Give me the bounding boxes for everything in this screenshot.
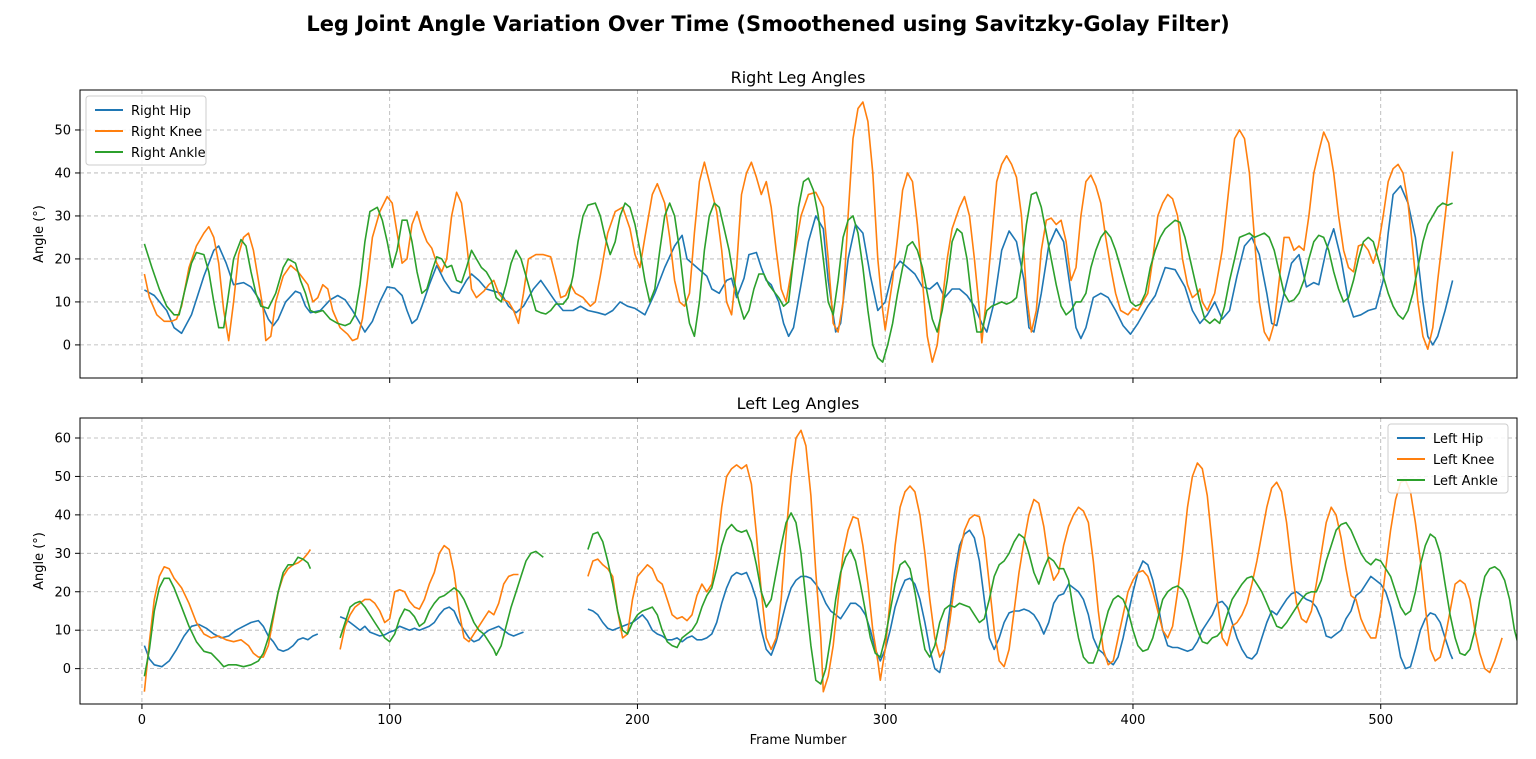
right-leg-ytick-label: 50 [54, 123, 71, 138]
legend-label-right-knee: Right Knee [131, 125, 202, 140]
series-line-left-ankle [143, 512, 1517, 685]
right-leg-legend: Right Hip Right Knee Right Ankle [85, 95, 207, 166]
series-line-right-ankle [143, 177, 1453, 363]
right-leg-ylabel: Angle (°) [32, 205, 47, 263]
left-leg-frame [79, 417, 1518, 705]
legend-label-right-ankle: Right Ankle [131, 146, 206, 161]
left-leg-xtick-label: 300 [873, 713, 898, 728]
right-leg-ytick-label: 20 [54, 252, 71, 267]
right-leg-legend-box [85, 95, 207, 166]
left-leg-ytick-label: 30 [54, 547, 71, 562]
left-leg-ytick-label: 40 [54, 508, 71, 523]
series-line-left-knee [143, 429, 1503, 693]
right-leg-panel: Right Leg Angles Angle (°) 0 10 20 30 40 50 R… [32, 68, 1518, 383]
left-leg-ytick-label: 50 [54, 470, 71, 485]
left-leg-legend-box [1387, 423, 1509, 494]
left-leg-xtick-label: 500 [1368, 713, 1393, 728]
left-leg-xtick-label: 100 [377, 713, 402, 728]
left-leg-ytick-label: 60 [54, 431, 71, 446]
figure-title: Leg Joint Angle Variation Over Time (Smo… [306, 12, 1229, 36]
x-axis-label: Frame Number [750, 733, 848, 748]
right-leg-ytick-label: 40 [54, 166, 71, 181]
legend-label-right-hip: Right Hip [131, 104, 191, 119]
left-leg-ylabel: Angle (°) [32, 532, 47, 590]
left-leg-title: Left Leg Angles [737, 394, 860, 413]
right-leg-frame [79, 89, 1518, 379]
right-leg-title: Right Leg Angles [731, 68, 866, 87]
right-leg-ytick-label: 10 [54, 295, 71, 310]
right-leg-ticks: 0 10 20 30 40 50 [54, 123, 1382, 383]
series-line-right-knee [143, 101, 1454, 363]
series-line-right-hip [144, 185, 1454, 346]
series-line-left-hip [143, 529, 1454, 674]
left-leg-lines [143, 429, 1517, 693]
legend-label-left-ankle: Left Ankle [1433, 474, 1498, 489]
left-leg-grid [80, 418, 1517, 704]
right-leg-lines [143, 101, 1454, 363]
legend-label-left-hip: Left Hip [1433, 432, 1483, 447]
left-leg-legend: Left Hip Left Knee Left Ankle [1387, 423, 1509, 494]
left-leg-xtick-label: 0 [138, 713, 146, 728]
left-leg-xtick-label: 200 [625, 713, 650, 728]
left-leg-ticks: 0 100 200 300 400 500 0 10 20 30 40 50 60 [54, 431, 1393, 728]
right-leg-ytick-label: 30 [54, 209, 71, 224]
left-leg-panel: Left Leg Angles Angle (°) 0 100 200 300 400 5… [32, 394, 1518, 728]
right-leg-ytick-label: 0 [63, 338, 71, 353]
left-leg-ytick-label: 20 [54, 585, 71, 600]
legend-label-left-knee: Left Knee [1433, 453, 1494, 468]
left-leg-ytick-label: 10 [54, 624, 71, 639]
left-leg-ytick-label: 0 [63, 662, 71, 677]
left-leg-xtick-label: 400 [1121, 713, 1146, 728]
